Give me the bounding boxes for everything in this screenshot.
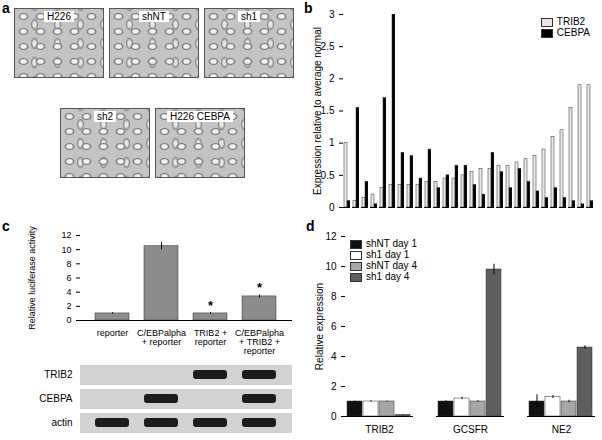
svg-text:1: 1 [329, 137, 335, 148]
svg-text:0.5: 0.5 [321, 170, 335, 181]
svg-text:0: 0 [331, 411, 337, 422]
svg-text:10: 10 [325, 261, 337, 272]
svg-text:1.5: 1.5 [321, 105, 335, 116]
svg-text:C/EBPalpha+ reporter: C/EBPalpha+ reporter [137, 328, 186, 347]
svg-text:2: 2 [331, 381, 337, 392]
html-text:H226: H226 [47, 11, 71, 22]
html-text:CEBPA: CEBPA [556, 27, 590, 38]
html-text:H226 CEBPA: H226 CEBPA [170, 111, 230, 122]
html-text:c: c [2, 218, 10, 234]
svg-text:actin: actin [51, 417, 72, 428]
svg-text:2.5: 2.5 [321, 41, 335, 52]
svg-text:TRIB2: TRIB2 [365, 424, 394, 435]
svg-text:*: * [257, 280, 263, 295]
svg-text:2: 2 [66, 301, 71, 311]
svg-text:10: 10 [61, 245, 71, 255]
svg-text:C/EBPalpha+ TRIB2 +reporter: C/EBPalpha+ TRIB2 +reporter [235, 328, 284, 356]
svg-text:0: 0 [66, 315, 71, 325]
svg-text:12: 12 [325, 231, 337, 242]
svg-text:4: 4 [331, 351, 337, 362]
html-text:sh2: sh2 [96, 111, 114, 122]
svg-text:GCSFR: GCSFR [453, 424, 488, 435]
html-text:d: d [306, 218, 315, 234]
svg-text:*: * [208, 298, 214, 313]
svg-text:8: 8 [331, 291, 337, 302]
svg-text:0: 0 [329, 202, 335, 213]
html-text:sh1: sh1 [240, 11, 258, 22]
html-text:shNT day 1: shNT day 1 [366, 238, 417, 249]
html-text:b: b [304, 0, 313, 16]
svg-text:6: 6 [66, 273, 71, 283]
svg-text:12: 12 [61, 230, 71, 240]
svg-text:reporter: reporter [97, 328, 129, 338]
html-text:sh1 day 1: sh1 day 1 [366, 249, 410, 260]
svg-text:CEBPA: CEBPA [39, 393, 72, 404]
svg-text:6: 6 [331, 321, 337, 332]
html-text:sh1 day 4: sh1 day 4 [366, 271, 410, 282]
svg-text:Relative expression: Relative expression [314, 283, 325, 370]
svg-text:TRIB2 +reporter: TRIB2 +reporter [194, 328, 227, 347]
svg-text:TRIB2: TRIB2 [44, 369, 73, 380]
svg-text:Expression relative to average: Expression relative to average normal [312, 27, 323, 195]
html-text:shNT: shNT [142, 11, 166, 22]
svg-text:NE2: NE2 [552, 424, 572, 435]
html-text:shNT day 4: shNT day 4 [366, 260, 417, 271]
html-text:TRIB2: TRIB2 [556, 16, 586, 27]
html-text:a: a [2, 0, 10, 16]
svg-text:3: 3 [329, 9, 335, 20]
svg-text:8: 8 [66, 259, 71, 269]
svg-text:4: 4 [66, 287, 71, 297]
svg-text:Relative luciferase activity: Relative luciferase activity [27, 226, 37, 330]
svg-text:2: 2 [329, 73, 335, 84]
